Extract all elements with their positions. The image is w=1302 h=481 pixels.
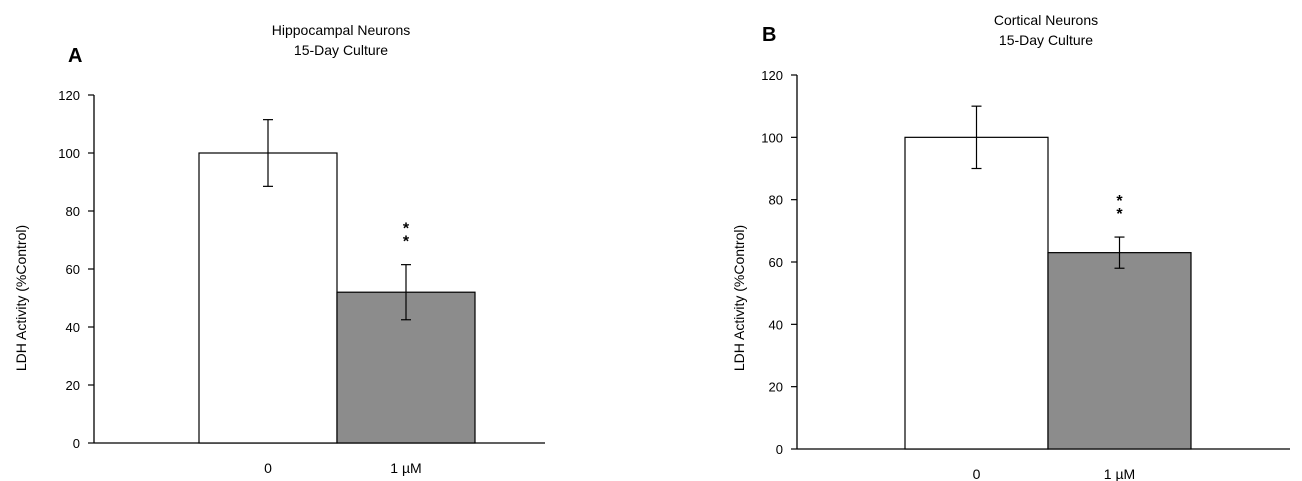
chart-title-line-2: 15-Day Culture — [999, 32, 1093, 48]
bar — [1047, 252, 1192, 450]
panel-b-chart: B Cortical Neurons 15-Day Culture LDH Ac… — [731, 12, 1290, 481]
y-tick-label: 120 — [58, 88, 80, 103]
chart-title-line-1: Cortical Neurons — [994, 12, 1098, 28]
panel-letter: A — [68, 45, 82, 67]
y-tick-label: 60 — [66, 262, 80, 277]
y-tick-label: 40 — [66, 320, 80, 335]
y-axis-label: LDH Activity (%Control) — [731, 225, 747, 371]
y-tick-label: 20 — [769, 380, 783, 395]
chart-title-line-1: Hippocampal Neurons — [272, 22, 411, 38]
x-tick-label: 0 — [973, 466, 981, 481]
x-tick-label: 1 µM — [390, 460, 421, 476]
panel-a-chart: A Hippocampal Neurons 15-Day Culture LDH… — [13, 22, 545, 476]
x-tick-label: 0 — [264, 460, 272, 476]
y-axis-label: LDH Activity (%Control) — [13, 225, 29, 371]
y-tick-label: 20 — [66, 378, 80, 393]
bar — [904, 136, 1049, 450]
y-tick-label: 60 — [769, 255, 783, 270]
y-tick-label: 40 — [769, 317, 783, 332]
significance-marker: * — [403, 221, 410, 238]
y-tick-label: 0 — [73, 436, 80, 451]
significance-marker: * — [403, 234, 410, 251]
y-tick-label: 80 — [66, 204, 80, 219]
bar — [198, 152, 338, 444]
significance-marker: * — [1116, 193, 1123, 210]
plot-area: 0 20 40 60 80 100 120 0 1 µM ** — [58, 88, 545, 476]
x-tick-label: 1 µM — [1104, 466, 1135, 481]
y-tick-label: 100 — [58, 146, 80, 161]
y-tick-label: 120 — [761, 68, 783, 83]
chart-title-line-2: 15-Day Culture — [294, 42, 388, 58]
y-tick-label: 100 — [761, 130, 783, 145]
y-tick-label: 80 — [769, 193, 783, 208]
plot-area: 0 20 40 60 80 100 120 0 1 µM ** — [761, 68, 1290, 481]
panel-letter: B — [762, 24, 776, 46]
significance-marker: * — [1116, 206, 1123, 223]
y-tick-label: 0 — [776, 442, 783, 457]
